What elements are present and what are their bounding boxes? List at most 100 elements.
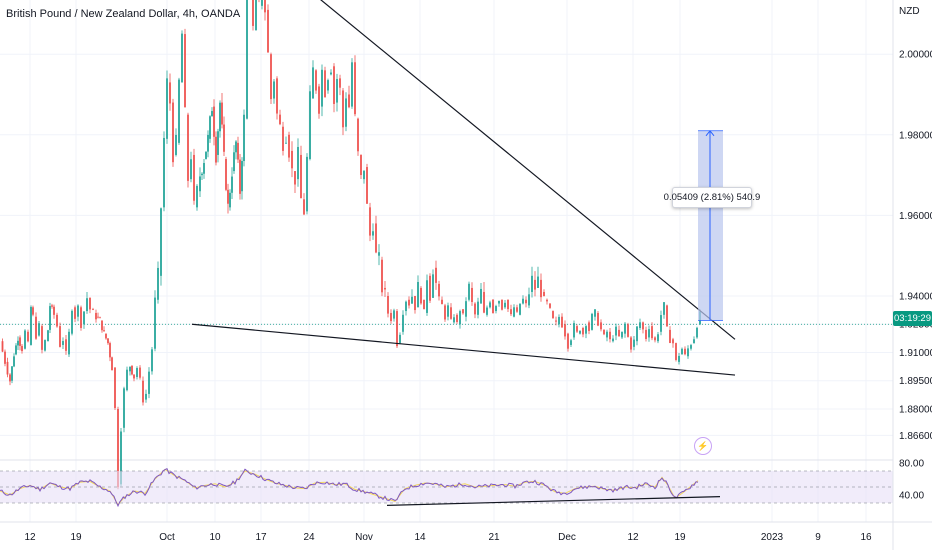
rsi-pane <box>0 468 893 508</box>
lightning-icon[interactable]: ⚡ <box>694 437 712 455</box>
candle-body <box>501 299 503 310</box>
trendlines[interactable] <box>191 0 736 376</box>
price-axis[interactable]: 2.080002.060002.040002.020002.000001.980… <box>892 0 932 550</box>
candle-body <box>360 154 362 175</box>
candle-body <box>172 102 174 163</box>
candle-body <box>211 111 213 117</box>
time-tick-label: Nov <box>355 532 373 543</box>
candle-body <box>279 114 281 125</box>
candle-body <box>13 356 15 367</box>
candle-body <box>420 287 422 304</box>
rsi-trendline[interactable] <box>386 496 721 506</box>
candle-body <box>468 283 470 300</box>
candle-body <box>648 329 650 338</box>
candle-body <box>357 118 359 152</box>
candle-body <box>264 0 266 13</box>
candle-body <box>136 368 138 377</box>
candle-body <box>591 313 593 330</box>
candle-body <box>47 330 49 342</box>
candle-body <box>282 126 284 151</box>
candle-body <box>321 69 323 107</box>
candle-body <box>690 345 692 349</box>
candle-body <box>148 371 150 394</box>
candle-body <box>399 334 401 344</box>
candle-body <box>543 291 545 297</box>
candle-body <box>330 72 332 75</box>
candle-body <box>339 78 341 88</box>
candle-body <box>219 102 221 132</box>
candle-body <box>531 275 533 292</box>
candle-body <box>154 297 156 349</box>
candle-body <box>534 279 536 290</box>
candle-body <box>585 326 587 334</box>
candle-body <box>459 311 461 325</box>
candle-body <box>666 305 668 327</box>
candle-body <box>41 326 43 350</box>
candle-body <box>65 339 67 351</box>
candle-body <box>582 328 584 335</box>
candle-body <box>327 80 329 91</box>
time-tick-label: 12 <box>627 532 639 543</box>
candle-body <box>537 276 539 288</box>
candle-body <box>205 151 207 159</box>
candle-body <box>522 298 524 304</box>
candle-body <box>105 333 107 339</box>
candle-body <box>546 299 548 302</box>
price-range-measure[interactable] <box>698 129 723 321</box>
candle-body <box>44 340 46 351</box>
candle-body <box>74 307 76 319</box>
candle-body <box>246 0 248 119</box>
candle-body <box>633 339 635 347</box>
time-axis[interactable]: 12 19 Oct 10 17 24 Nov 14 21 Dec 12 19 2023 9 16 <box>0 521 932 543</box>
candle-body <box>453 317 455 323</box>
price-tick-label: 1.88000 <box>899 404 932 415</box>
candle-body <box>519 303 521 315</box>
candle-body <box>528 294 530 306</box>
price-tick-label: 1.89500 <box>899 376 932 387</box>
candle-body <box>131 365 133 375</box>
candle-body <box>687 348 689 357</box>
candle-body <box>142 380 144 403</box>
candle-body <box>6 361 9 375</box>
candle-body <box>525 299 527 304</box>
candle-body <box>209 116 211 139</box>
candle-body <box>570 340 572 345</box>
candle-body <box>609 331 611 340</box>
candle-body <box>101 320 103 331</box>
candle-body <box>639 322 641 329</box>
candle-body <box>145 393 147 400</box>
candle-body <box>423 299 425 310</box>
candle-body <box>285 142 287 144</box>
currency-label: NZD <box>899 6 920 17</box>
grid-lines <box>0 0 893 522</box>
candle-body <box>594 309 596 317</box>
candle-body <box>169 82 171 104</box>
candle-body <box>83 311 85 325</box>
candle-body <box>235 141 237 153</box>
chart-title: British Pound / New Zealand Dollar, 4h, … <box>6 8 241 20</box>
upper-trendline[interactable] <box>220 0 736 340</box>
candle-body <box>414 296 416 311</box>
candle-body <box>606 331 608 338</box>
candle-body <box>615 326 617 336</box>
candle-body <box>456 314 458 323</box>
candle-body <box>429 275 431 301</box>
candle-body <box>573 323 575 338</box>
candle-body <box>483 291 485 313</box>
candle-body <box>255 0 257 31</box>
candle-body <box>300 154 302 199</box>
candle-body <box>576 326 578 332</box>
candle-body <box>109 343 111 358</box>
candle-body <box>441 299 443 305</box>
candle-body <box>693 339 695 344</box>
candle-body <box>480 288 482 304</box>
lower-trendline[interactable] <box>191 323 736 376</box>
candle-body <box>229 192 231 208</box>
time-tick-label: 10 <box>209 532 221 543</box>
candle-body <box>396 311 398 347</box>
candle-body <box>1 341 4 352</box>
price-tick-label: 1.96000 <box>899 211 932 222</box>
candle-body <box>99 317 101 319</box>
time-tick-label: 17 <box>255 532 267 543</box>
